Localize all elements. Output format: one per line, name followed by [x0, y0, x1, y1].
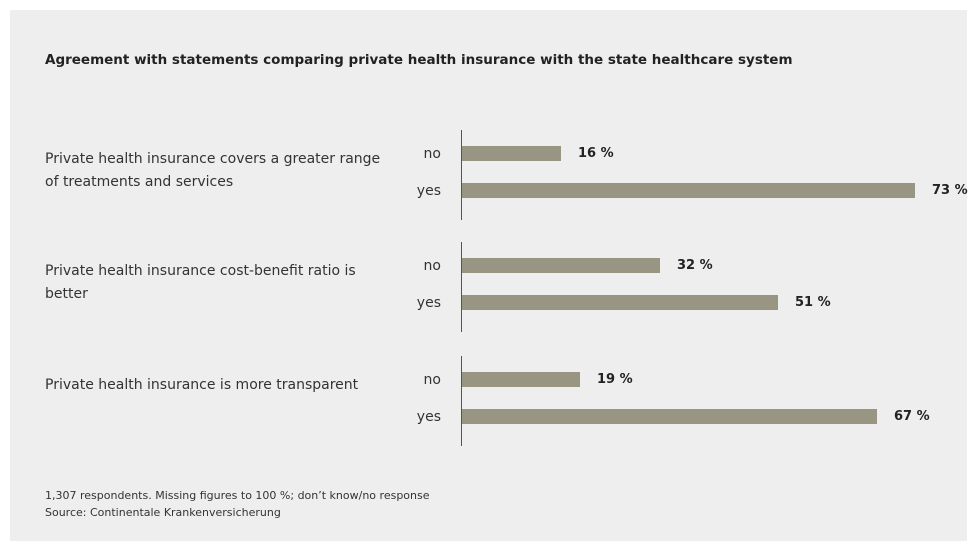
bar-category-label: no — [423, 146, 441, 162]
value-label: 73 % — [932, 183, 968, 198]
axis-line — [461, 130, 462, 220]
statement-label: Private health insurance cost-benefit ra… — [45, 263, 356, 302]
chart-source: Source: Continentale Krankenversicherung — [45, 506, 281, 519]
bar-category-label: yes — [416, 409, 441, 425]
bar-no — [462, 146, 561, 161]
chart-notes: 1,307 respondents. Missing figures to 10… — [45, 489, 430, 502]
statement-label: Private health insurance is more transpa… — [45, 377, 359, 393]
bar-yes — [462, 183, 915, 198]
bar-yes — [462, 295, 778, 310]
bar-no — [462, 372, 580, 387]
value-label: 67 % — [894, 409, 930, 424]
bar-category-label: no — [423, 258, 441, 274]
statement-label: Private health insurance covers a greate… — [45, 151, 381, 190]
bar-category-label: no — [423, 372, 441, 388]
axis-line — [461, 242, 462, 332]
value-label: 16 % — [578, 146, 614, 161]
bar-category-label: yes — [416, 183, 441, 199]
axis-line — [461, 356, 462, 446]
value-label: 51 % — [795, 295, 831, 310]
bar-category-label: yes — [416, 295, 441, 311]
chart-panel: Agreement with statements comparing priv… — [10, 10, 968, 541]
value-label: 32 % — [677, 258, 713, 273]
bar-yes — [462, 409, 877, 424]
chart-title: Agreement with statements comparing priv… — [45, 52, 793, 68]
bar-no — [462, 258, 660, 273]
value-label: 19 % — [597, 372, 633, 387]
